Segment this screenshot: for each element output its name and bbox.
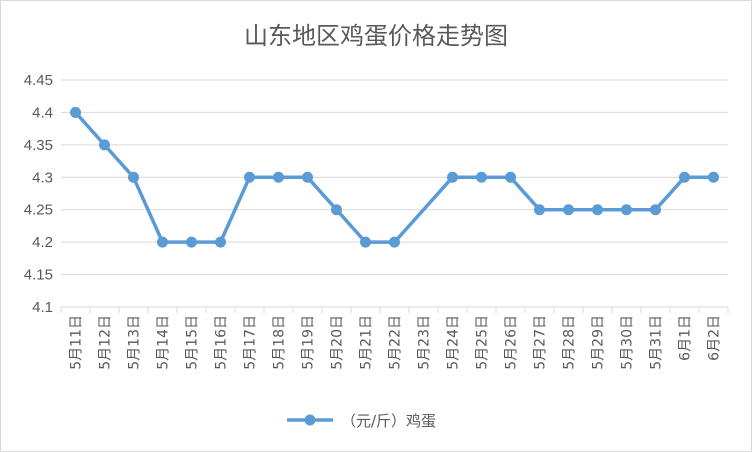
x-tick-label: 5月19日 [301, 315, 317, 370]
x-tick-label: 5月20日 [330, 315, 346, 370]
y-tick-label: 4.2 [32, 234, 53, 251]
data-point [650, 204, 661, 216]
data-point [592, 204, 603, 216]
data-point [215, 236, 226, 248]
x-tick-label: 5月11日 [69, 315, 85, 370]
x-tick-label: 6月2日 [707, 315, 723, 361]
data-point [128, 171, 139, 183]
x-tick-label: 5月30日 [620, 315, 636, 370]
x-tick-label: 5月17日 [243, 315, 259, 370]
legend-label: （元/斤）鸡蛋 [341, 412, 436, 430]
x-axis [60, 306, 729, 313]
data-point [360, 236, 371, 248]
data-point [157, 236, 168, 248]
y-tick-label: 4.4 [32, 104, 53, 121]
x-tick-label: 5月18日 [272, 315, 288, 370]
data-point [534, 204, 545, 216]
series-line [74, 111, 714, 244]
y-tick-label: 4.3 [32, 169, 53, 186]
x-tick-label: 5月12日 [98, 315, 114, 370]
x-axis-ticks: 5月11日 5月12日 5月13日 5月14日 5月15日 5月16日 5月17日 5月18日… [69, 315, 723, 370]
data-point [99, 139, 110, 151]
x-tick-label: 5月16日 [214, 315, 230, 370]
x-tick-label: 5月13日 [127, 315, 143, 370]
data-point [679, 171, 690, 183]
x-tick-label: 5月14日 [156, 315, 172, 370]
series-layer [70, 106, 719, 248]
y-axis-ticks: 4.1 4.15 4.2 4.25 4.3 4.35 4.4 4.45 [24, 72, 53, 316]
x-tick-label: 5月27日 [533, 315, 549, 370]
x-tick-label: 5月23日 [417, 315, 433, 370]
chart-title: 山东地区鸡蛋价格走势图 [244, 22, 508, 50]
data-point [70, 106, 81, 118]
x-tick-label: 5月15日 [185, 315, 201, 370]
x-tick-label: 5月28日 [562, 315, 578, 370]
data-point [186, 236, 197, 248]
y-tick-label: 4.15 [24, 267, 53, 284]
x-tick-label: 5月21日 [359, 315, 375, 370]
data-point [244, 171, 255, 183]
legend-marker [304, 414, 316, 426]
data-point [708, 171, 719, 183]
data-point [302, 171, 313, 183]
y-tick-label: 4.35 [24, 137, 53, 154]
data-point [476, 171, 487, 183]
data-point [389, 236, 400, 248]
y-tick-label: 4.45 [24, 72, 53, 89]
x-tick-label: 6月1日 [678, 315, 694, 361]
x-tick-label: 5月25日 [475, 315, 491, 370]
data-point [447, 171, 458, 183]
data-point [621, 204, 632, 216]
data-point [505, 171, 516, 183]
x-tick-label: 5月26日 [504, 315, 520, 370]
y-tick-label: 4.1 [32, 299, 53, 316]
legend: （元/斤）鸡蛋 [287, 412, 436, 430]
x-tick-label: 5月22日 [388, 315, 404, 370]
data-point [331, 204, 342, 216]
x-tick-label: 5月24日 [446, 315, 462, 370]
data-point [563, 204, 574, 216]
y-tick-label: 4.25 [24, 202, 53, 219]
x-tick-label: 5月29日 [591, 315, 607, 370]
x-tick-label: 5月31日 [649, 315, 665, 370]
data-point [273, 171, 284, 183]
